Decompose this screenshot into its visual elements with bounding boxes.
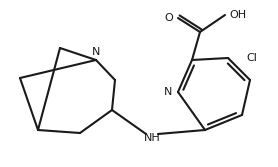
Text: NH: NH	[144, 133, 160, 143]
Text: Cl: Cl	[246, 53, 257, 63]
Text: OH: OH	[229, 10, 246, 20]
Text: N: N	[164, 87, 172, 97]
Text: O: O	[164, 13, 173, 23]
Text: N: N	[92, 47, 100, 57]
